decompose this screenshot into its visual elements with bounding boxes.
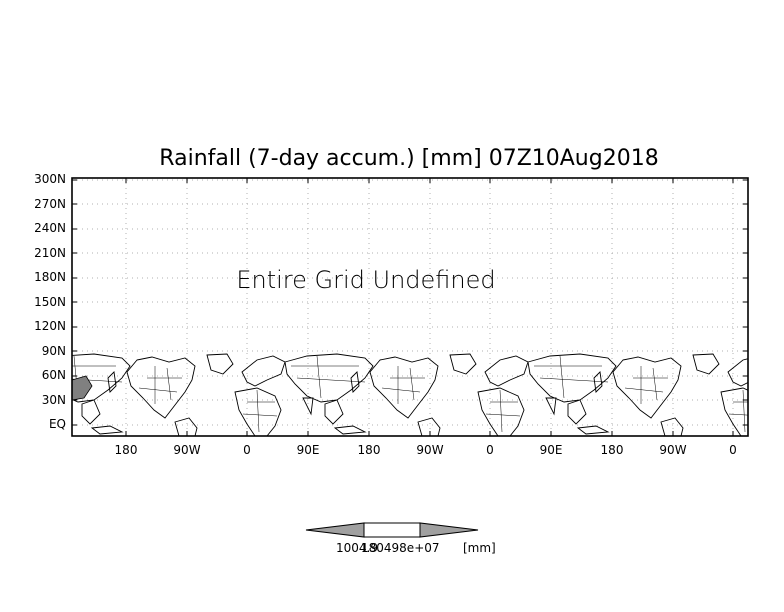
lon-label: 180 bbox=[358, 443, 381, 457]
lat-label: 90N bbox=[42, 344, 66, 358]
lon-label: 180 bbox=[115, 443, 138, 457]
southeast-asia-coast bbox=[81, 399, 101, 425]
map-title: Rainfall (7-day accum.) [mm] 07Z10Aug201… bbox=[159, 146, 658, 171]
africa-coast bbox=[477, 387, 525, 436]
lat-label: 60N bbox=[42, 368, 66, 382]
lon-label: 90E bbox=[297, 443, 320, 457]
plot-area bbox=[0, 177, 784, 437]
coastline-layer bbox=[0, 353, 784, 436]
tick-marks bbox=[72, 178, 748, 436]
plot-frame bbox=[71, 177, 749, 437]
north-america-coast bbox=[126, 356, 196, 419]
world-copy bbox=[612, 353, 784, 436]
india-coast bbox=[302, 397, 314, 416]
world-copy bbox=[126, 353, 374, 436]
lat-label: 30N bbox=[42, 393, 66, 407]
colorbar-overlap-label: 180498e+07 bbox=[361, 541, 440, 555]
undefined-grid-message: Entire Grid Undefined bbox=[236, 266, 495, 294]
southeast-asia-coast bbox=[567, 399, 587, 425]
lon-label: 90E bbox=[540, 443, 563, 457]
lon-label: 90W bbox=[659, 443, 686, 457]
grid-lines bbox=[72, 178, 748, 436]
japan-coast bbox=[593, 371, 603, 393]
indonesia-coast bbox=[90, 425, 124, 435]
longitude-labels: 180 90W 0 90E 180 90W 0 90E 180 90W 0 bbox=[115, 443, 737, 457]
africa-coast bbox=[720, 387, 748, 436]
latitude-labels: 300N 270N 240N 210N 180N 150N 120N 90N 6… bbox=[34, 172, 66, 431]
lon-label: 90W bbox=[173, 443, 200, 457]
south-america-coast bbox=[417, 417, 441, 436]
shaded-land bbox=[72, 375, 93, 401]
lon-label: 0 bbox=[243, 443, 251, 457]
colorbar-value-label: 1004.9 bbox=[336, 541, 378, 555]
europe-coast bbox=[241, 355, 286, 387]
japan-coast bbox=[107, 371, 117, 393]
africa-coast bbox=[0, 388, 38, 436]
lon-label: 180 bbox=[601, 443, 624, 457]
indonesia-coast bbox=[333, 425, 367, 435]
lat-label: 150N bbox=[34, 295, 66, 309]
boundary-lines bbox=[138, 366, 182, 404]
boundary-lines bbox=[624, 366, 668, 404]
lat-label: 210N bbox=[34, 246, 66, 260]
europe-coast bbox=[0, 356, 42, 386]
africa-coast bbox=[234, 387, 282, 436]
asia-coast bbox=[771, 354, 784, 402]
lat-label: 300N bbox=[34, 172, 66, 186]
india-coast bbox=[545, 397, 557, 416]
world-copy bbox=[0, 353, 131, 436]
plot-background bbox=[72, 178, 748, 436]
lon-label: 0 bbox=[729, 443, 737, 457]
asia-coast bbox=[72, 353, 131, 403]
europe-coast bbox=[727, 358, 748, 387]
lat-label: EQ bbox=[49, 417, 66, 431]
indonesia-coast bbox=[576, 425, 610, 435]
lon-label: 90W bbox=[416, 443, 443, 457]
colorbar-unit-label: [mm] bbox=[463, 541, 496, 555]
europe-coast bbox=[484, 355, 529, 387]
boundary-lines bbox=[72, 355, 123, 399]
lon-label: 0 bbox=[486, 443, 494, 457]
boundary-lines bbox=[728, 389, 748, 433]
north-america-coast bbox=[612, 356, 682, 419]
boundary-lines bbox=[485, 355, 609, 433]
boundary-lines bbox=[381, 366, 425, 404]
world-copy bbox=[369, 353, 617, 436]
south-america-coast bbox=[660, 417, 684, 436]
colorbar-right-arrow bbox=[419, 522, 479, 538]
north-america-coast bbox=[369, 356, 439, 419]
lat-label: 240N bbox=[34, 221, 66, 235]
lat-label: 120N bbox=[34, 319, 66, 333]
lat-label: 180N bbox=[34, 270, 66, 284]
greenland-coast bbox=[449, 353, 477, 375]
greenland-coast bbox=[692, 353, 720, 375]
colorbar-left-arrow bbox=[305, 522, 365, 538]
southeast-asia-coast bbox=[324, 399, 344, 425]
asia-coast bbox=[527, 353, 617, 403]
colorbar: 1004.9 180498e+07 [mm] bbox=[305, 522, 496, 555]
asia-coast bbox=[284, 353, 374, 403]
japan-coast bbox=[350, 371, 360, 393]
greenland-coast bbox=[206, 353, 234, 375]
colorbar-center-box bbox=[363, 522, 421, 538]
lat-label: 270N bbox=[34, 197, 66, 211]
south-america-coast bbox=[174, 417, 198, 436]
boundary-lines bbox=[242, 355, 366, 433]
